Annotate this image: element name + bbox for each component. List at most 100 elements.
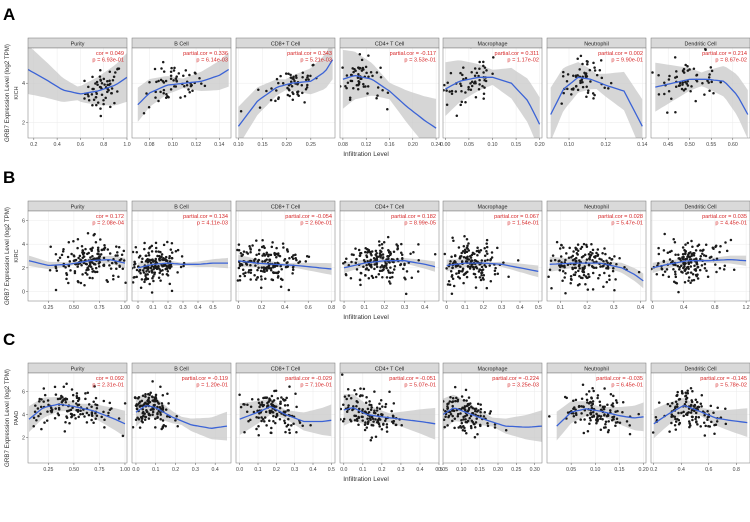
data-point [49,409,53,412]
data-point [275,77,279,81]
x-tick-label: 0.4 [678,467,685,473]
data-point [135,268,139,272]
data-point [149,408,153,411]
data-point [357,83,360,87]
data-point [482,60,485,64]
plot-inner [340,211,439,301]
data-point [365,264,368,267]
data-point [581,383,585,387]
x-tick-label: 0 [343,305,346,311]
data-point [596,248,600,251]
x-tick-label: 0.0 [236,467,243,473]
data-point [463,248,467,252]
data-point [258,412,261,415]
x-tick-label: 0.15 [511,142,521,148]
data-point [294,253,297,256]
data-point [291,257,295,261]
data-point [272,414,275,418]
data-point [170,256,174,260]
data-point [450,274,454,277]
data-point [159,90,162,94]
data-point [70,388,74,391]
data-point [461,429,465,432]
data-point [140,417,144,420]
data-point [378,402,381,406]
data-point [141,394,145,398]
data-point [684,243,687,246]
data-point [662,260,666,263]
facet-title: Dendritic Cell [684,41,716,47]
data-point [69,269,72,272]
data-point [433,253,437,256]
data-point [460,260,464,263]
data-point [596,253,600,257]
data-point [575,259,578,263]
data-point [121,434,125,438]
data-point [47,403,50,407]
data-point [604,420,608,424]
data-point [236,248,239,252]
data-point [354,247,357,250]
data-point [360,69,364,72]
data-point [688,422,691,425]
facet-title: Neutrophil [584,204,609,210]
data-point [601,405,605,408]
data-point [364,411,367,414]
data-point [603,387,606,390]
data-point [86,93,89,96]
data-point [79,412,82,416]
data-point [357,72,360,76]
data-point [371,417,375,421]
x-tick-label: 0.15 [475,467,485,473]
data-point [346,387,350,391]
data-point [474,286,478,289]
data-point [185,83,189,87]
facet-title: Macrophage [478,41,508,47]
data-point [443,408,445,412]
data-point [258,248,261,252]
data-point [466,265,470,268]
x-tick-label: 0.2 [273,467,280,473]
data-point [165,267,169,271]
data-point [103,83,106,86]
facet-title: Dendritic Cell [684,204,716,210]
data-point [477,270,481,273]
data-point [255,278,258,281]
data-point [582,242,586,246]
data-point [387,254,391,258]
data-point [578,267,581,270]
data-point [606,430,610,434]
data-point [278,406,282,410]
data-point [443,425,446,429]
data-point [381,276,384,279]
data-point [707,425,710,428]
data-point [239,405,243,409]
data-point [486,252,489,255]
data-point [451,397,455,400]
x-tick-label: 0.20 [493,467,503,473]
data-point [369,438,373,442]
data-point [696,244,699,248]
data-point [573,266,577,270]
data-point [608,274,611,277]
data-point [270,394,274,398]
y-tick-label: 2 [22,266,25,272]
data-point [68,260,72,263]
y-tick-label: 6 [22,389,25,395]
data-point [158,268,161,271]
data-point [451,266,454,269]
plot-inner [547,373,646,463]
data-point [675,402,679,406]
data-point [374,249,378,253]
data-point [340,85,342,88]
data-point [287,288,291,292]
data-point [174,249,178,253]
data-point [261,417,265,421]
data-point [357,248,361,252]
data-point [377,240,381,243]
x-tick-label: 0.25 [43,467,53,473]
x-tick-label: 0.25 [306,142,316,148]
data-point [614,278,617,281]
data-point [687,420,691,423]
